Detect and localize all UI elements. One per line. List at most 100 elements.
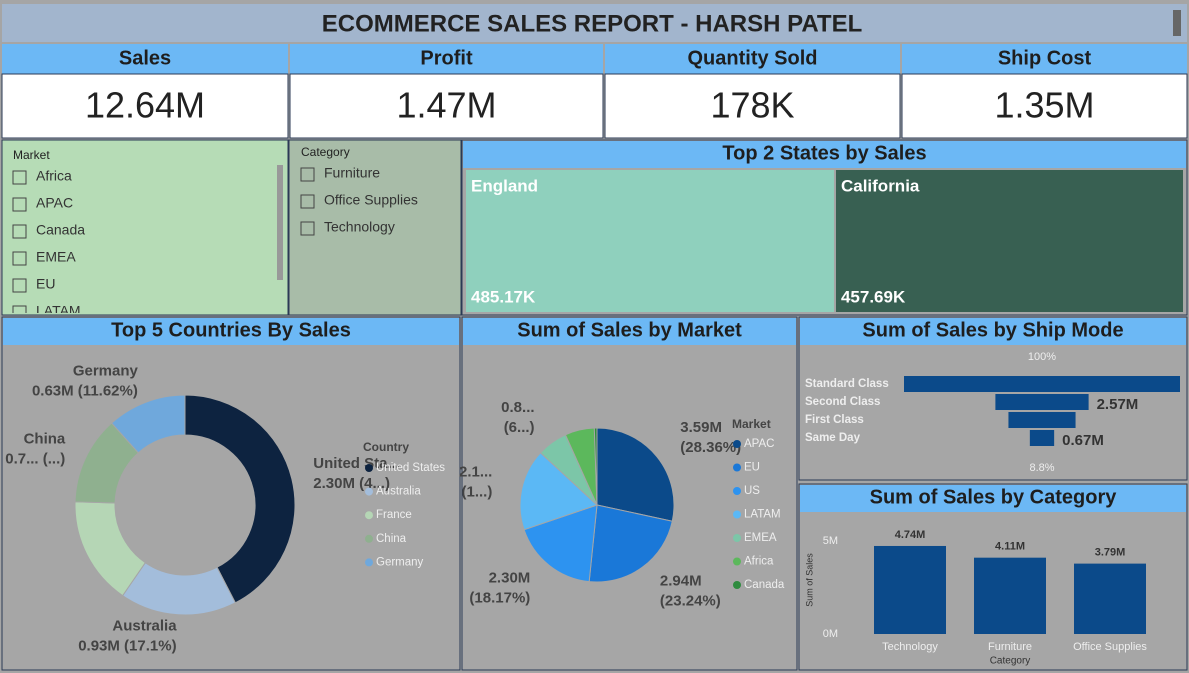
- checkbox[interactable]: [12, 278, 27, 293]
- legend-item: Africa: [744, 556, 774, 568]
- slice-value: 2.30M: [489, 570, 531, 587]
- report-title: ECOMMERCE SALES REPORT - HARSH PATEL: [322, 10, 862, 37]
- kpi-value: 1.47M: [396, 85, 496, 126]
- funnel-bottom-label: 8.8%: [1029, 462, 1054, 474]
- checkbox[interactable]: [12, 197, 27, 212]
- checkbox[interactable]: [12, 251, 27, 266]
- legend-swatch: [365, 487, 373, 496]
- checkbox[interactable]: [12, 224, 27, 239]
- slice-value: 0.7... (...): [5, 450, 65, 467]
- bar: [874, 545, 946, 634]
- legend-swatch: [365, 534, 373, 543]
- slice-pct: (6...): [504, 419, 535, 436]
- legend-item: Australia: [376, 486, 421, 498]
- kpi-label: Quantity Sold: [688, 47, 818, 69]
- slicer-item[interactable]: Furniture: [324, 165, 380, 181]
- treemap-tile: [466, 170, 834, 312]
- slicer-item[interactable]: Canada: [36, 222, 85, 238]
- slice-value: 0.8...: [501, 399, 534, 416]
- chart-title: Top 5 Countries By Sales: [111, 319, 351, 341]
- slice-pct: (1...): [462, 484, 493, 501]
- slicer-title: Market: [13, 148, 50, 162]
- slicer: Market Africa APAC Canada EMEA EU LATAM: [12, 148, 85, 319]
- slice-pct: (28.36%): [680, 439, 741, 456]
- market-slicer[interactable]: [1, 139, 289, 316]
- panel-header: [800, 318, 1186, 345]
- bar-value: 3.79M: [1095, 547, 1126, 559]
- tile-value: 485.17K: [471, 287, 536, 306]
- funnel-category: Second Class: [805, 396, 880, 408]
- legend-item: United States: [376, 462, 445, 474]
- slicer-item[interactable]: Office Supplies: [324, 192, 418, 208]
- slicer-item[interactable]: Technology: [324, 219, 395, 235]
- funnel-top-label: 100%: [1028, 351, 1056, 363]
- legend-swatch: [733, 487, 741, 495]
- legend-swatch: [365, 558, 373, 567]
- slicers: Market Africa APAC Canada EMEA EU LATAM Categor…: [12, 145, 418, 319]
- legend-item: China: [376, 533, 407, 545]
- checkbox[interactable]: [12, 305, 27, 319]
- legend-item: US: [744, 485, 760, 497]
- slicer-item[interactable]: APAC: [36, 195, 73, 211]
- funnel-category: Same Day: [805, 432, 861, 444]
- kpi-value: 178K: [710, 85, 794, 126]
- slice-pct: (23.24%): [660, 593, 721, 610]
- slice-name: China: [24, 430, 66, 447]
- pie-slice: [519, 452, 598, 531]
- legend-item: LATAM: [744, 509, 781, 521]
- kpi-label: Ship Cost: [998, 47, 1092, 69]
- y-tick-label: 0M: [823, 628, 838, 640]
- legend-item: EU: [744, 462, 760, 474]
- slicer-item[interactable]: EMEA: [36, 249, 76, 265]
- pie-slice: [593, 427, 598, 506]
- slice-pct: (18.17%): [469, 590, 530, 607]
- bar-value: 4.74M: [895, 529, 926, 541]
- bar-value: 4.11M: [995, 541, 1025, 553]
- slice-name: United Sta...: [313, 455, 400, 472]
- checkbox[interactable]: [300, 194, 315, 209]
- pie-slice: [588, 504, 673, 583]
- panel-header: [3, 318, 459, 345]
- kpi-body: [1, 73, 289, 139]
- y-axis-title: Sum of Sales: [804, 553, 814, 607]
- slicer-title: Category: [301, 145, 350, 159]
- slicer-item[interactable]: EU: [36, 276, 55, 292]
- checkbox[interactable]: [12, 170, 27, 185]
- x-axis-title: Category: [990, 656, 1031, 667]
- tile-name: California: [841, 176, 920, 195]
- chart-title: Top 2 States by Sales: [722, 142, 926, 164]
- slicer-item[interactable]: LATAM: [36, 303, 81, 319]
- charts: Top 2 States by Sales England 485.17K Calif…: [1, 139, 1188, 671]
- kpi-header: [2, 44, 288, 74]
- kpi-header: [605, 44, 900, 74]
- slicer-item[interactable]: Africa: [36, 168, 72, 184]
- kpi-body: [289, 73, 604, 139]
- legend-title: Market: [732, 417, 771, 431]
- kpi-value: 1.35M: [994, 85, 1094, 126]
- bar: [1074, 563, 1146, 634]
- legend-swatch: [733, 510, 741, 519]
- legend-swatch: [365, 511, 373, 520]
- kpi-label: Profit: [420, 47, 473, 69]
- title-bar: [2, 4, 1187, 42]
- slice-name: Germany: [73, 363, 139, 380]
- panel-header: [800, 485, 1186, 512]
- pie-slice: [523, 504, 598, 583]
- slice-value: 0.93M (17.1%): [78, 638, 176, 655]
- checkbox[interactable]: [300, 221, 315, 236]
- kpi-value: 12.64M: [85, 85, 205, 126]
- slice-value: 0.63M (11.62%): [32, 383, 138, 400]
- legend-swatch: [733, 581, 741, 589]
- donut-slice: [184, 394, 296, 604]
- legend-swatch: [733, 557, 741, 566]
- kpi-body: [901, 73, 1188, 139]
- slicer-scrollbar: [277, 165, 283, 280]
- checkbox[interactable]: [300, 167, 315, 182]
- kpi-header: [902, 44, 1187, 74]
- legend-swatch: [733, 463, 741, 472]
- slice-value: 2.1...: [459, 464, 492, 481]
- x-tick-label: Furniture: [988, 641, 1032, 653]
- category-slicer[interactable]: [288, 139, 462, 316]
- slice-value: 3.59M: [680, 419, 722, 436]
